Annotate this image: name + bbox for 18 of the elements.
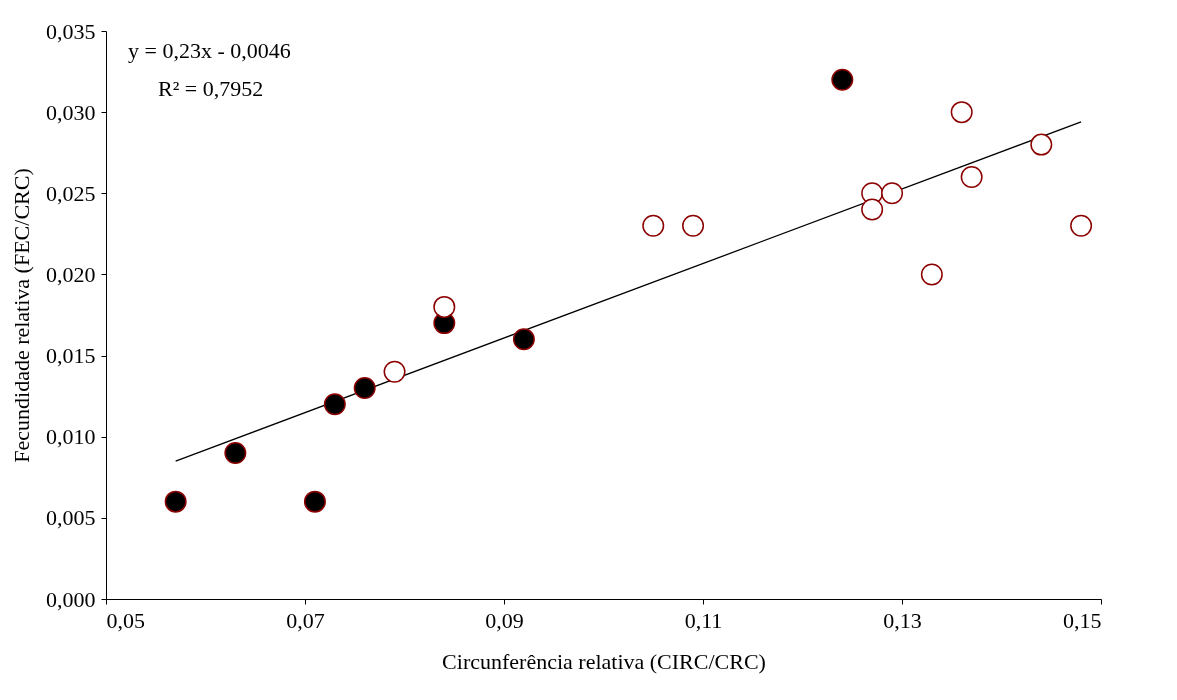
y-tick-label: 0,020 <box>46 261 96 287</box>
y-tick-label: 0,015 <box>46 343 96 369</box>
x-tick-label: 0,09 <box>485 607 524 633</box>
y-tick-label: 0,025 <box>46 180 96 206</box>
x-tick-label: 0,13 <box>883 607 922 633</box>
y-tick-label: 0,000 <box>46 586 96 612</box>
y-tick-label: 0,030 <box>46 99 96 125</box>
x-tick-label: 0,11 <box>684 607 723 633</box>
y-tick-label: 0,010 <box>46 424 96 450</box>
x-tick-label: 0,05 <box>106 607 145 633</box>
x-tick-label: 0,07 <box>286 607 325 633</box>
x-axis-title: Circunferência relativa (CIRC/CRC) <box>442 648 766 674</box>
x-tick-label: 0,15 <box>1063 607 1102 633</box>
y-tick-label: 0,035 <box>46 18 96 44</box>
annotation: y = 0,23x - 0,0046 <box>128 38 291 63</box>
y-axis-title: Fecundidade relativa (FEC/CRC) <box>9 168 34 463</box>
y-tick-label: 0,005 <box>46 505 96 531</box>
annotation: R² = 0,7952 <box>158 76 264 101</box>
